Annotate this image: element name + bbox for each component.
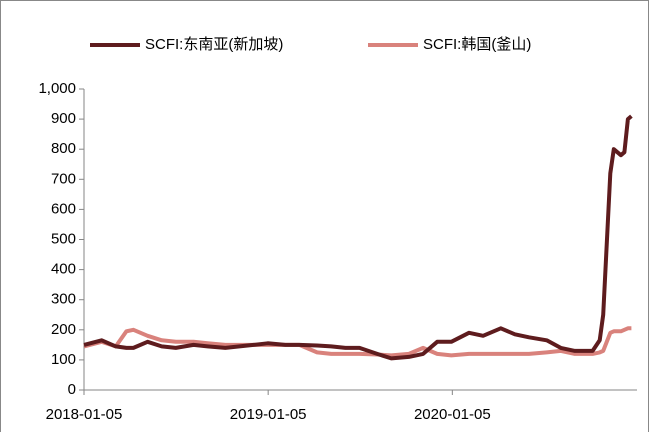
y-tick-label: 600: [51, 200, 76, 217]
series-line: [83, 114, 633, 361]
series-line: [83, 326, 632, 358]
y-tick-label: 700: [51, 170, 76, 187]
legend-label: SCFI:东南亚(新加坡): [145, 36, 283, 53]
y-tick-label: 500: [51, 230, 76, 247]
y-tick-label: 100: [51, 351, 76, 368]
y-tick-label: 400: [51, 261, 76, 278]
x-tick-label: 2019-01-05: [230, 406, 307, 423]
y-tick-label: 1,000: [38, 80, 76, 97]
y-tick-label: 200: [51, 321, 76, 338]
y-tick-label: 900: [51, 110, 76, 127]
legend-label: SCFI:韩国(釜山): [423, 36, 531, 53]
x-tick-label: 2020-01-05: [414, 406, 491, 423]
y-tick-label: 300: [51, 291, 76, 308]
y-tick-label: 800: [51, 140, 76, 157]
y-tick-label: 0: [68, 381, 76, 398]
x-tick-label: 2018-01-05: [46, 406, 123, 423]
